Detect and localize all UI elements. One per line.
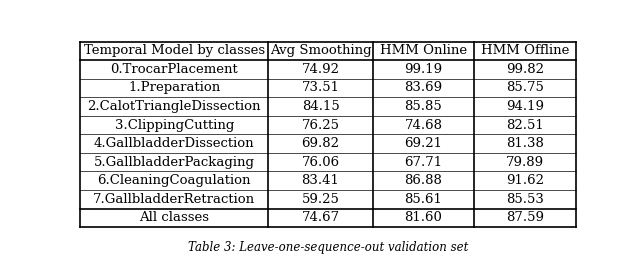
Text: 1.Preparation: 1.Preparation (128, 81, 220, 94)
Text: 99.19: 99.19 (404, 63, 442, 76)
Text: 5.GallbladderPackaging: 5.GallbladderPackaging (93, 156, 255, 169)
Text: 74.92: 74.92 (301, 63, 340, 76)
Text: 74.68: 74.68 (404, 118, 442, 132)
Text: 84.15: 84.15 (301, 100, 339, 113)
Text: 76.06: 76.06 (301, 156, 340, 169)
Text: 74.67: 74.67 (301, 211, 340, 224)
Text: 85.75: 85.75 (506, 81, 544, 94)
Text: 69.21: 69.21 (404, 137, 442, 150)
Text: 83.41: 83.41 (301, 174, 339, 187)
Text: 73.51: 73.51 (301, 81, 340, 94)
Text: Temporal Model by classes: Temporal Model by classes (84, 44, 265, 57)
Text: 94.19: 94.19 (506, 100, 544, 113)
Text: 86.88: 86.88 (404, 174, 442, 187)
Text: 81.60: 81.60 (404, 211, 442, 224)
Text: 76.25: 76.25 (301, 118, 340, 132)
Text: 0.TrocarPlacement: 0.TrocarPlacement (110, 63, 238, 76)
Text: 7.GallbladderRetraction: 7.GallbladderRetraction (93, 193, 255, 206)
Text: 83.69: 83.69 (404, 81, 442, 94)
Text: 67.71: 67.71 (404, 156, 442, 169)
Text: HMM Offline: HMM Offline (481, 44, 570, 57)
Text: 85.53: 85.53 (506, 193, 544, 206)
Text: 59.25: 59.25 (301, 193, 339, 206)
Text: 3.ClippingCutting: 3.ClippingCutting (115, 118, 234, 132)
Text: 79.89: 79.89 (506, 156, 544, 169)
Text: 87.59: 87.59 (506, 211, 544, 224)
Text: 4.GallbladderDissection: 4.GallbladderDissection (94, 137, 255, 150)
Text: 69.82: 69.82 (301, 137, 340, 150)
Text: 2.CalotTriangleDissection: 2.CalotTriangleDissection (88, 100, 261, 113)
Text: 82.51: 82.51 (506, 118, 544, 132)
Text: 85.85: 85.85 (404, 100, 442, 113)
Text: All classes: All classes (140, 211, 209, 224)
Text: HMM Online: HMM Online (380, 44, 467, 57)
Text: 85.61: 85.61 (404, 193, 442, 206)
Text: 91.62: 91.62 (506, 174, 544, 187)
Text: Table 3: Leave-one-sequence-out validation set: Table 3: Leave-one-sequence-out validati… (188, 241, 468, 254)
Text: 81.38: 81.38 (506, 137, 544, 150)
Text: 6.CleaningCoagulation: 6.CleaningCoagulation (97, 174, 251, 187)
Text: Avg Smoothing: Avg Smoothing (269, 44, 371, 57)
Text: 99.82: 99.82 (506, 63, 544, 76)
